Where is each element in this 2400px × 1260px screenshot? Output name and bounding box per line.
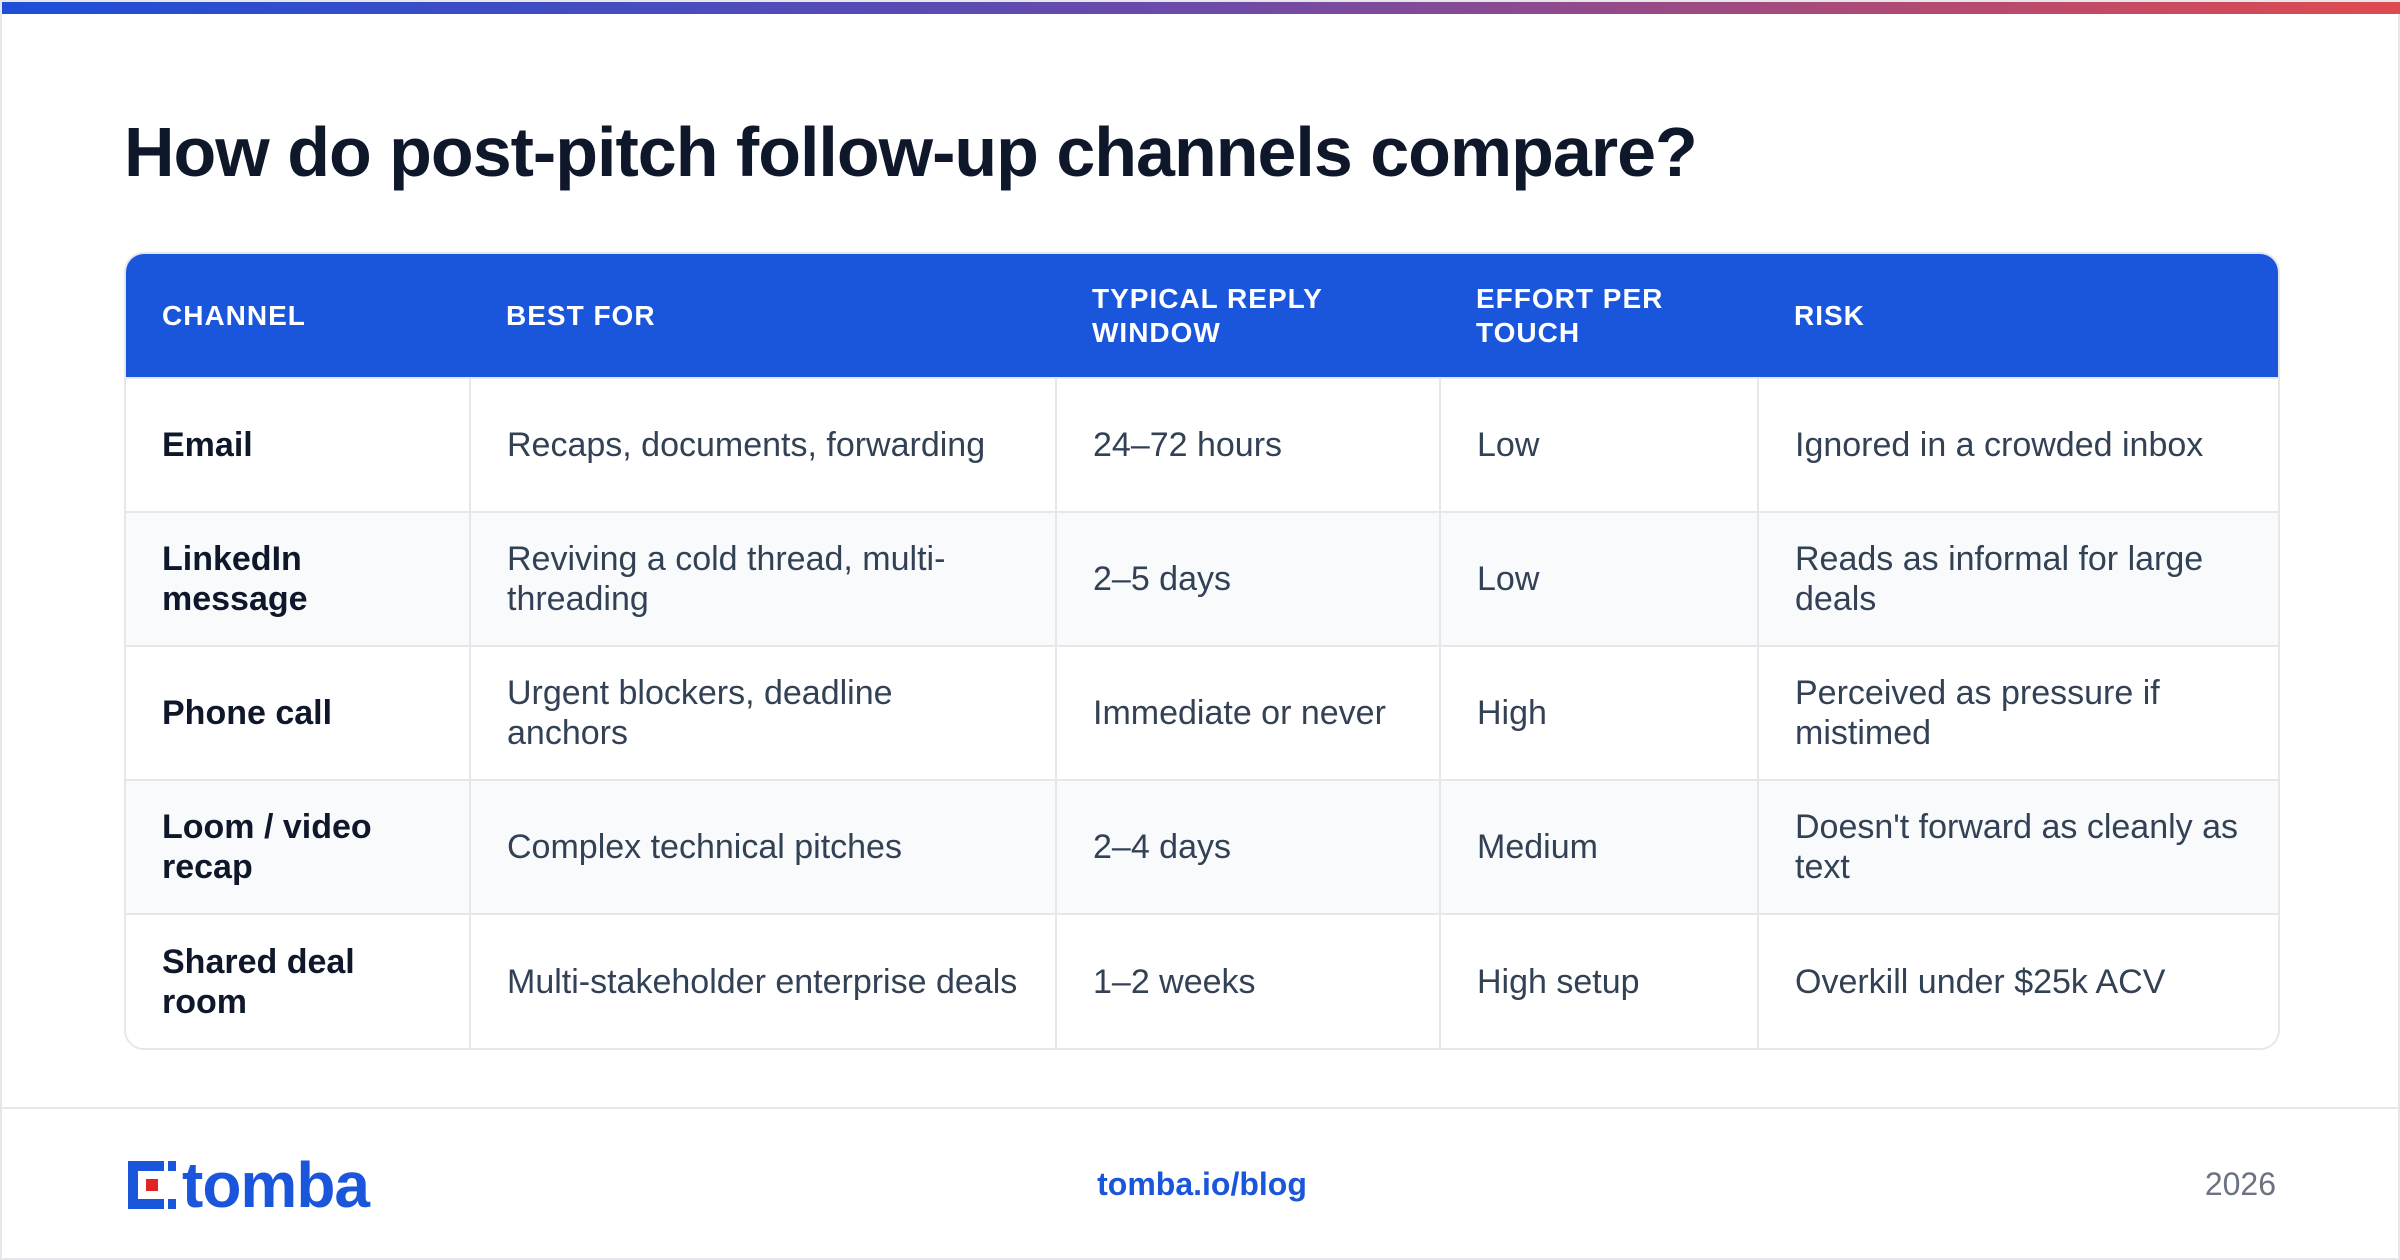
cell-channel: Phone call <box>126 645 470 780</box>
footer-divider <box>2 1107 2400 1109</box>
cell-reply-window: 2–4 days <box>1055 779 1440 914</box>
cell-effort: High setup <box>1439 913 1758 1048</box>
footer-year: 2026 <box>2204 1166 2276 1202</box>
cell-channel: Loom / video recap <box>126 779 470 914</box>
cell-channel: LinkedIn message <box>126 511 470 646</box>
cell-risk: Overkill under $25k ACV <box>1757 913 2278 1048</box>
cell-risk: Perceived as pressure if mistimed <box>1757 645 2278 780</box>
cell-best-for: Complex technical pitches <box>469 779 1056 914</box>
cell-reply-window: 2–5 days <box>1055 511 1440 646</box>
cell-risk: Reads as informal for large deals <box>1757 511 2278 646</box>
tomba-logo-icon <box>128 1161 176 1209</box>
cell-best-for: Urgent blockers, deadline anchors <box>469 645 1056 780</box>
blog-link[interactable]: tomba.io/blog <box>1097 1166 1307 1202</box>
comparison-table: CHANNEL BEST FOR TYPICAL REPLY WINDOW EF… <box>124 252 2280 1050</box>
cell-best-for: Recaps, documents, forwarding <box>469 377 1056 512</box>
header-best-for: BEST FOR <box>506 299 656 331</box>
table-header-row: CHANNEL BEST FOR TYPICAL REPLY WINDOW EF… <box>126 254 2278 378</box>
cell-effort: High <box>1439 645 1758 780</box>
page-title: How do post-pitch follow-up channels com… <box>124 113 1698 191</box>
cell-risk: Ignored in a crowded inbox <box>1757 377 2278 512</box>
cell-effort: Low <box>1439 511 1758 646</box>
top-gradient-bar <box>2 2 2400 14</box>
header-reply-window: TYPICAL REPLY WINDOW <box>1092 282 1323 348</box>
cell-reply-window: Immediate or never <box>1055 645 1440 780</box>
table-row: Shared deal room Multi-stakeholder enter… <box>126 913 2278 1048</box>
cell-best-for: Reviving a cold thread, multi-threading <box>469 511 1056 646</box>
table-row: LinkedIn message Reviving a cold thread,… <box>126 511 2278 646</box>
tomba-logo[interactable]: tomba <box>124 1149 370 1221</box>
cell-channel: Email <box>126 377 470 512</box>
cell-reply-window: 1–2 weeks <box>1055 913 1440 1048</box>
cell-risk: Doesn't forward as cleanly as text <box>1757 779 2278 914</box>
header-risk: RISK <box>1794 299 1865 331</box>
header-channel: CHANNEL <box>162 299 306 331</box>
logo-text: tomba <box>182 1149 370 1221</box>
cell-reply-window: 24–72 hours <box>1055 377 1440 512</box>
cell-best-for: Multi-stakeholder enterprise deals <box>469 913 1056 1048</box>
table-row: Email Recaps, documents, forwarding 24–7… <box>126 377 2278 512</box>
cell-effort: Low <box>1439 377 1758 512</box>
table-row: Loom / video recap Complex technical pit… <box>126 779 2278 914</box>
cell-channel: Shared deal room <box>126 913 470 1048</box>
header-effort: EFFORT PER TOUCH <box>1476 282 1664 348</box>
cell-effort: Medium <box>1439 779 1758 914</box>
table-row: Phone call Urgent blockers, deadline anc… <box>126 645 2278 780</box>
